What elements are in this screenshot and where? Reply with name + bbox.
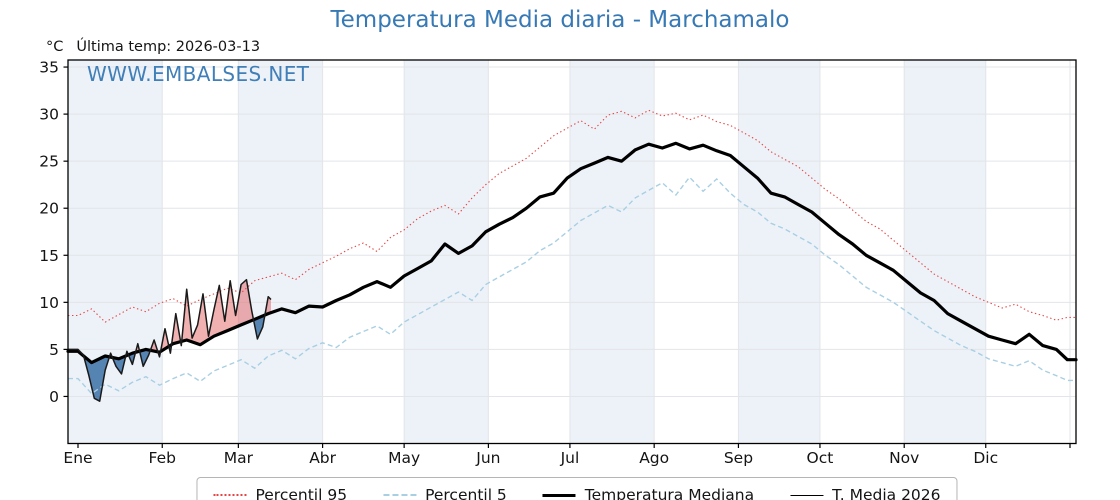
x-tick-label: May [388,449,420,467]
t-media-2026-line [68,278,272,402]
y-axis-units-label: °C [46,39,64,55]
x-tick-label: Nov [889,449,919,467]
x-tick-label: Abr [309,449,336,467]
y-tick-label: 30 [39,106,59,124]
x-tick-label: Oct [807,449,834,467]
fill-above-median [181,279,254,345]
legend-label: T. Media 2026 [832,486,941,500]
y-tick-label: 35 [39,59,59,77]
legend-item-black-thick: Temperatura Mediana [542,486,755,500]
series-lines [66,109,1078,402]
legend-sample-red-dotted [213,494,247,496]
y-tick-label: 10 [39,294,59,312]
legend-item-cyan-dashed: Percentil 5 [383,486,507,500]
chart-subtitle: °C Última temp: 2026-03-13 [46,39,260,55]
y-tick-label: 25 [39,153,59,171]
x-tick-label: Sep [724,449,753,467]
y-tick-label: 5 [49,341,59,359]
legend-item-black-thin: T. Media 2026 [790,486,941,500]
x-tick-label: Jul [560,449,580,467]
x-tick-label: Ene [63,449,92,467]
gridlines [68,60,1076,444]
y-tick-label: 0 [49,388,59,406]
x-tick-label: Feb [149,449,176,467]
legend-label: Percentil 95 [255,486,348,500]
month-bands [68,60,986,444]
legend-sample-black-thin [790,494,824,496]
x-tick-label: Ago [639,449,669,467]
plot-border [67,59,1077,445]
legend-label: Percentil 5 [425,486,507,500]
mediana-line [66,141,1078,365]
last-temp-label: Última temp: 2026-03-13 [76,39,261,55]
y-tick-label: 15 [39,247,59,265]
legend-label: Temperatura Mediana [584,486,755,500]
legend-item-red-dotted: Percentil 95 [213,486,347,500]
legend-sample-cyan-dashed [383,494,417,496]
legend-sample-black-thick [542,493,576,497]
x-tick-label: Mar [224,449,254,467]
y-tick-label: 20 [39,200,59,218]
fill-below-median [83,356,110,402]
x-tick-label: Dic [973,449,998,467]
chart-title: Temperatura Media diaria - Marchamalo [330,7,790,33]
axis-ticks-and-labels: 0 5 10 15 20 25 30 35 Ene Feb Mar Abr May Jun Jul Ago Se… [39,59,1071,467]
chart-legend: Percentil 95 Percentil 5 Temperatura Media… [196,477,958,500]
x-tick-label: Jun [475,449,500,467]
fill-above-median [171,313,181,345]
fill-above-median [150,340,158,352]
watermark-text: WWW.EMBALSES.NET [87,62,310,86]
